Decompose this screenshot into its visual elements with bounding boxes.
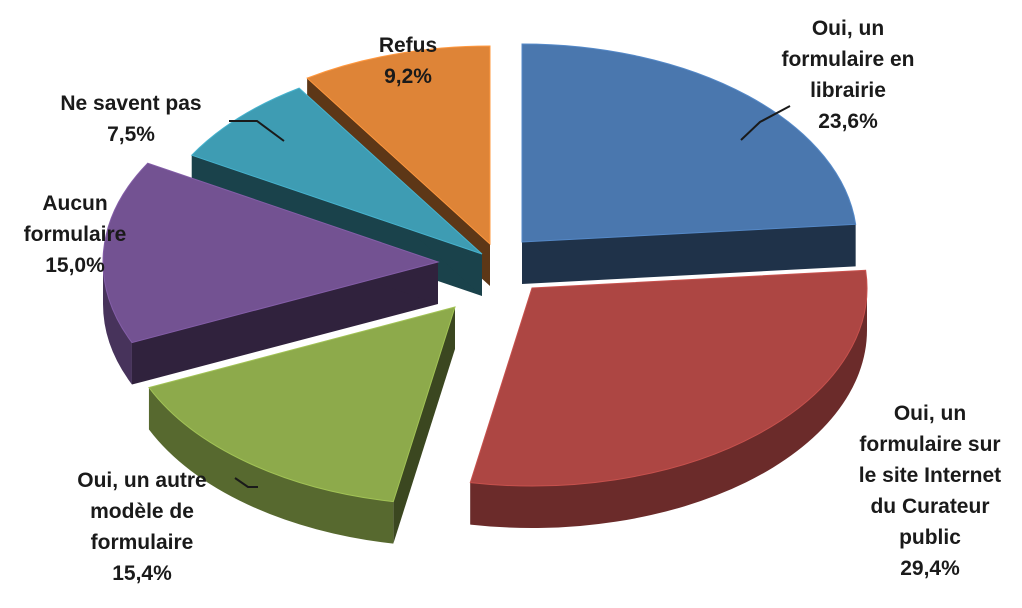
slice-percent-2: 29,4% — [900, 557, 960, 580]
slice-label-line: Ne savent pas — [60, 92, 201, 115]
leader-line-3 — [234, 477, 258, 488]
slice-1-wall-end — [522, 224, 856, 284]
slice-label-line: modèle de — [90, 500, 194, 523]
slice-label-line: Oui, un — [894, 402, 966, 425]
slice-2-side — [470, 288, 867, 528]
slice-label-6: Refus 9,2% — [379, 34, 437, 88]
slice-label-5: Ne savent pas 7,5% — [60, 92, 201, 146]
slice-3-wall-start — [393, 307, 455, 544]
slice-label-4: Aucun formulaire 15,0% — [24, 192, 127, 277]
slice-3 — [148, 306, 456, 544]
slice-label-line: Aucun — [42, 192, 107, 215]
slice-4-top — [102, 162, 440, 344]
slice-label-line: Refus — [379, 34, 437, 57]
slice-label-line: formulaire — [91, 531, 194, 554]
slice-percent-4: 15,0% — [45, 254, 105, 277]
slice-label-1: Oui, un formulaire en librairie 23,6% — [781, 17, 914, 133]
slice-2 — [469, 269, 868, 528]
slice-6-top — [306, 45, 491, 246]
slice-label-line: formulaire sur — [859, 433, 1000, 456]
slice-5-top — [190, 87, 483, 255]
slice-3-top — [148, 306, 456, 503]
slice-label-line: Oui, un autre — [77, 469, 207, 492]
slice-label-line: le site Internet — [859, 464, 1001, 487]
slice-percent-6: 9,2% — [384, 65, 432, 88]
pie-slices — [102, 43, 868, 544]
slice-percent-5: 7,5% — [107, 123, 155, 146]
slice-1-top — [521, 43, 857, 243]
slice-3-side — [148, 387, 394, 544]
slice-label-line: formulaire en — [781, 48, 914, 71]
slice-percent-1: 23,6% — [818, 110, 878, 133]
slice-label-2: Oui, un formulaire sur le site Internet du … — [859, 402, 1001, 580]
slice-2-top — [469, 269, 868, 487]
label-leader-lines — [229, 105, 791, 488]
slice-4 — [102, 162, 440, 385]
slice-1 — [521, 43, 857, 284]
slice-label-line: public — [899, 526, 961, 549]
slice-label-line: formulaire — [24, 223, 127, 246]
slice-4-side — [103, 262, 132, 385]
leader-line-5 — [229, 120, 285, 142]
slice-labels: Oui, un formulaire en librairie 23,6%Oui, u… — [24, 17, 1002, 585]
slice-label-line: Oui, un — [812, 17, 884, 40]
slice-percent-3: 15,4% — [112, 562, 172, 585]
slice-label-line: du Curateur — [870, 495, 989, 518]
slice-label-3: Oui, un autre modèle de formulaire 15,4% — [77, 469, 207, 585]
slice-label-line: librairie — [810, 79, 886, 102]
slice-4-wall-start — [131, 262, 438, 385]
leader-line-1 — [740, 105, 791, 141]
